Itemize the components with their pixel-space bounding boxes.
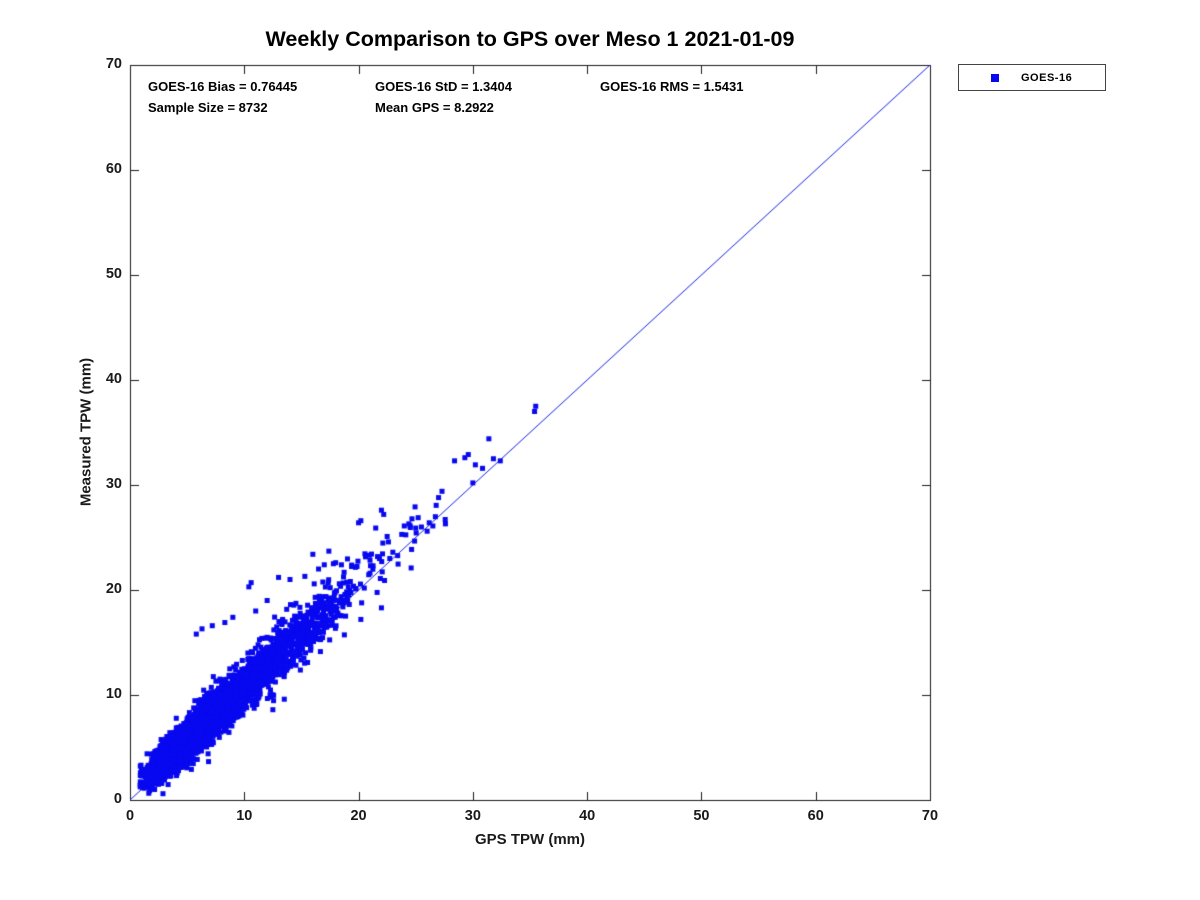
- annotation-mean-gps: Mean GPS = 8.2922: [375, 100, 494, 115]
- y-tick-label: 40: [105, 371, 122, 387]
- x-tick-labels: 0 10 20 30 40 50 60 70: [0, 808, 1200, 828]
- x-tick-label: 30: [464, 808, 481, 824]
- x-tick-label: 20: [350, 808, 367, 824]
- chart-title: Weekly Comparison to GPS over Meso 1 202…: [265, 27, 795, 51]
- x-axis-label: GPS TPW (mm): [474, 831, 585, 848]
- y-tick-label: 60: [105, 161, 122, 177]
- annotation-bias: GOES-16 Bias = 0.76445: [148, 79, 298, 94]
- y-tick-label: 50: [105, 266, 122, 282]
- x-tick-label: 50: [693, 808, 710, 824]
- y-tick-label: 0: [113, 791, 122, 807]
- x-tick-label: 70: [921, 808, 939, 824]
- x-tick-label: 40: [579, 808, 596, 824]
- legend-label-goes16: GOES-16: [1021, 71, 1073, 84]
- y-tick-label: 10: [105, 686, 122, 702]
- annotation-std: GOES-16 StD = 1.3404: [375, 79, 512, 94]
- x-tick-label: 0: [125, 808, 135, 824]
- y-tick-label: 70: [105, 56, 122, 72]
- annotation-rms: GOES-16 RMS = 1.5431: [600, 79, 744, 94]
- goes-16-marker-icon: [991, 73, 999, 82]
- y-tick-label: 30: [105, 476, 122, 492]
- annotation-sample-size: Sample Size = 8732: [148, 100, 268, 115]
- x-tick-label: 10: [236, 808, 253, 824]
- y-tick-label: 20: [105, 581, 122, 597]
- legend: GOES-16: [958, 64, 1106, 91]
- y-tick-labels: 0 10 20 30 40 50 60 70: [76, 0, 122, 900]
- x-tick-label: 60: [807, 808, 824, 824]
